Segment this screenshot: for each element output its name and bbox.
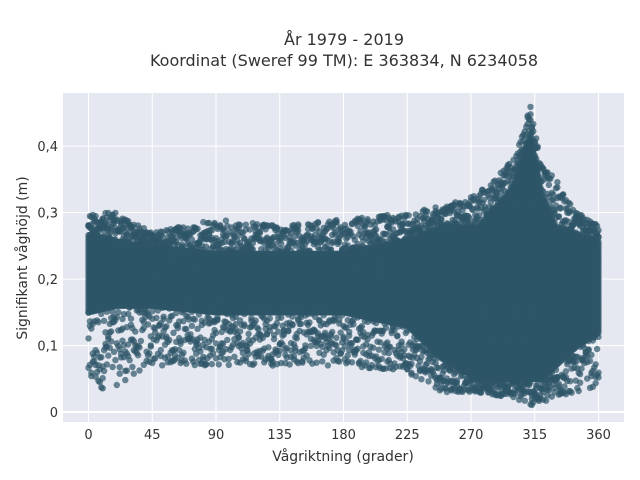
data-point <box>214 316 221 324</box>
data-point <box>293 335 300 342</box>
data-point <box>132 328 139 335</box>
data-point <box>109 363 116 371</box>
data-point <box>265 344 272 351</box>
data-point <box>144 321 152 328</box>
data-point <box>306 319 313 326</box>
data-point <box>105 352 112 359</box>
data-point <box>92 212 99 220</box>
data-point <box>194 225 201 232</box>
data-point <box>95 319 102 326</box>
data-point <box>160 313 167 320</box>
data-point <box>225 355 232 363</box>
data-point <box>222 217 230 224</box>
data-point <box>134 352 142 359</box>
data-point <box>313 359 320 366</box>
data-point <box>103 361 111 368</box>
data-point <box>208 360 215 368</box>
data-point <box>224 336 231 344</box>
data-point <box>99 375 106 382</box>
data-point <box>295 221 302 228</box>
data-point <box>276 347 283 355</box>
data-point <box>137 337 145 345</box>
data-point <box>278 314 285 321</box>
data-point <box>236 328 244 335</box>
data-point <box>109 308 116 316</box>
data-point <box>108 338 115 345</box>
data-point <box>302 342 309 349</box>
chart-subtitle: Koordinat (Sweref 99 TM): E 363834, N 62… <box>150 51 538 70</box>
data-point <box>115 308 122 316</box>
data-point <box>127 315 135 322</box>
data-point <box>100 367 108 375</box>
data-point <box>191 316 198 323</box>
data-point <box>170 329 177 336</box>
data-point <box>163 323 170 330</box>
data-point <box>85 335 92 342</box>
data-point <box>98 310 105 317</box>
data-point <box>88 369 95 376</box>
data-point <box>245 330 252 338</box>
data-point <box>215 361 222 368</box>
data-point <box>289 322 296 329</box>
data-point <box>251 360 258 367</box>
data-point <box>110 348 118 355</box>
data-point <box>130 370 137 377</box>
data-point <box>297 320 305 328</box>
data-point <box>112 356 119 364</box>
data-point <box>242 221 249 228</box>
data-point <box>93 349 101 356</box>
data-point <box>112 209 119 217</box>
data-point <box>290 352 298 360</box>
data-point <box>286 361 293 368</box>
data-point <box>278 240 285 247</box>
data-point <box>166 336 173 344</box>
data-point <box>122 376 129 384</box>
data-point <box>270 335 278 343</box>
data-point <box>202 360 210 368</box>
chart-title: År 1979 - 2019 <box>284 30 404 49</box>
data-point <box>241 321 248 328</box>
data-point <box>153 314 160 322</box>
data-point <box>253 221 261 228</box>
data-point <box>235 334 242 341</box>
data-point <box>98 354 105 361</box>
data-point <box>116 370 123 377</box>
data-point <box>319 358 326 365</box>
data-point <box>116 364 123 371</box>
data-point <box>99 385 106 392</box>
data-point <box>147 343 154 350</box>
data-point <box>159 362 166 369</box>
data-point <box>146 350 153 357</box>
data-point <box>108 328 115 335</box>
data-point <box>188 322 196 329</box>
data-point <box>212 329 220 337</box>
data-point <box>295 227 302 234</box>
data-point <box>266 315 273 322</box>
data-point <box>136 344 143 351</box>
data-point <box>183 360 190 367</box>
data-point <box>123 367 130 374</box>
data-point <box>191 361 198 369</box>
data-point <box>180 349 187 356</box>
data-point <box>174 324 181 332</box>
data-point <box>314 219 322 226</box>
data-point <box>183 325 190 333</box>
data-point <box>100 317 108 324</box>
data-point <box>197 348 204 355</box>
data-point <box>252 317 259 324</box>
data-point <box>126 357 133 364</box>
data-point <box>113 381 121 389</box>
data-point <box>136 367 143 374</box>
data-point <box>88 325 95 332</box>
data-point <box>157 346 164 354</box>
data-point <box>225 361 232 369</box>
data-points <box>85 103 602 409</box>
data-point <box>129 363 136 371</box>
data-point <box>236 221 244 229</box>
data-point <box>245 350 252 358</box>
